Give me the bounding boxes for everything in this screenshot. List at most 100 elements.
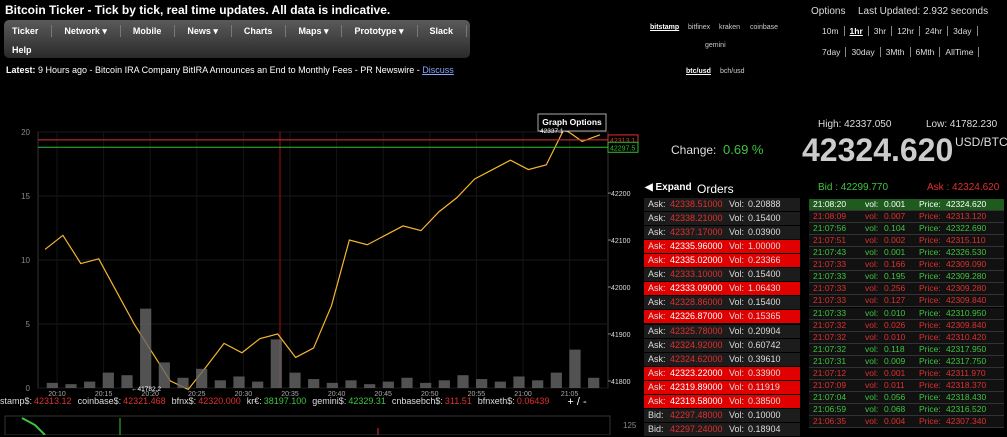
volume-bar [569,349,581,388]
exchange-link[interactable]: bitfinex [688,24,711,31]
trade-time: 21:07:32 [813,343,847,354]
trade-price: 42318.430 [946,391,987,402]
trade-time: 21:07:33 [813,271,847,282]
ticker-label: coinbase$: [77,396,122,406]
nav-item[interactable]: Maps ▾ [290,25,343,37]
y-tick-label: 5 [26,320,31,329]
x-tick-label: 20:35 [281,391,299,398]
order-row: Ask: 42335.96000 Vol: 1.00000 [644,240,800,255]
trade-time: 21:07:56 [813,223,847,234]
exchange-link[interactable]: btc/usd [686,68,711,75]
order-row: Ask: 42337.17000 Vol: 0.03900 [644,226,800,241]
trade-price: 42309.280 [946,271,987,282]
order-vol: 0.20888 [748,199,781,209]
trade-row: 21:07:04 vol: 0.056 Price: 42318.430 [809,391,1004,404]
trade-row: 21:07:31 vol: 0.009 Price: 42317.750 [809,355,1004,368]
order-side: Ask: [648,213,666,224]
exchange-link[interactable]: kraken [719,24,741,31]
trade-price-label: Price: [919,211,941,222]
volume-bar [233,376,245,388]
order-side: Ask: [648,395,666,406]
nav-item[interactable]: News ▾ [179,25,232,37]
trade-time: 21:06:59 [813,404,847,415]
nav-item[interactable]: Ticker [4,25,53,37]
trade-row: 21:07:09 vol: 0.011 Price: 42318.370 [809,379,1004,392]
range-option[interactable]: 10m [822,26,845,36]
nav-item[interactable]: Prototype ▾ [346,25,418,37]
nav-row: Help [4,44,49,56]
nav-item[interactable]: Mobile [125,25,176,37]
trade-price: 42326.530 [946,247,987,258]
ticker-item: gemini$: 42329.31 [312,396,386,408]
trade-price: 42309.090 [946,259,987,270]
y2-tick-label: 41800 [611,379,631,386]
annotation: ←41782.2 [131,386,161,393]
y2-tick-label: 41900 [611,332,631,339]
volume-bar [457,375,469,388]
range-option[interactable]: 6Mth [916,47,941,57]
ticker-value: 42313.12 [34,396,72,406]
trade-time: 21:06:35 [813,416,847,427]
trade-price-label: Price: [919,331,941,342]
range-row: 7day 30day 3Mth 6Mth AllTime [822,47,980,57]
trade-price: 42315.110 [946,235,986,246]
order-side: Bid: [648,423,664,434]
range-option[interactable]: AllTime [945,47,980,57]
options-label[interactable]: Options [811,6,846,17]
expand-button[interactable]: ◀ Expand [645,182,692,193]
exchange-link[interactable]: bch/usd [720,68,745,75]
trade-price-label: Price: [919,259,941,270]
order-price: 42333.10000 [670,269,723,280]
volume-bar [196,368,208,388]
x-tick-label: 20:40 [328,391,346,398]
trade-vol-label: vol: [865,404,879,415]
trade-price: 42313.120 [946,211,987,222]
range-row: 10m 1hr 3hr 12hr 24hr 3day [822,26,978,36]
ticker-label: bfnx$: [171,396,197,406]
trade-vol: 0.068 [884,404,906,415]
nav-item[interactable]: Slack [422,25,468,37]
trade-price-label: Price: [919,416,941,427]
order-vol-label: Vol: [729,381,745,392]
order-vol: 0.11919 [748,381,780,392]
range-option[interactable]: 3Mth [886,47,911,57]
news-link[interactable]: Discuss [422,65,454,75]
trade-vol: 0.166 [884,259,906,270]
range-option[interactable]: 3hr [874,26,893,36]
x-tick-label: 20:45 [374,391,392,398]
range-option[interactable]: 30day [851,47,881,57]
ticker-toggle[interactable]: + / - [567,396,587,408]
change-label: Change: [671,143,717,157]
trade-vol: 0.118 [884,343,905,354]
volume-bar [84,381,96,388]
exchange-link[interactable]: coinbase [750,24,779,31]
trade-time: 21:07:33 [813,259,847,270]
trade-vol: 0.195 [884,271,906,282]
y2-tick-label: 42100 [611,238,631,245]
ticker-label: gemini$: [312,396,347,406]
order-row: Ask: 42335.02000 Vol: 0.23366 [644,254,800,269]
trade-vol-label: vol: [865,319,879,330]
volume-bar [270,339,282,388]
ticker-value: 42320.000 [198,396,241,406]
range-option[interactable]: 7day [822,47,847,57]
order-vol-label: Vol: [729,227,745,238]
range-option[interactable]: 1hr [850,26,869,36]
range-option[interactable]: 24hr [925,26,949,36]
volume-bar [214,380,226,388]
nav-item[interactable]: Help [12,45,32,55]
y-tick-label: 0 [26,384,31,393]
order-row: Bid: 42297.48000 Vol: 0.10000 [644,408,800,423]
order-side: Ask: [648,241,666,252]
order-side: Ask: [648,297,666,308]
nav-item[interactable]: Charts [236,25,287,37]
range-option[interactable]: 12hr [897,26,921,36]
order-price: 42326.87000 [670,311,723,322]
exchange-link[interactable]: bitstamp [650,24,680,31]
nav-item[interactable]: Network ▾ [56,25,121,37]
volume-bar [401,377,413,388]
trade-time: 21:07:32 [813,319,847,330]
range-option[interactable]: 3day [953,26,978,36]
exchange-link[interactable]: gemini [705,42,726,49]
